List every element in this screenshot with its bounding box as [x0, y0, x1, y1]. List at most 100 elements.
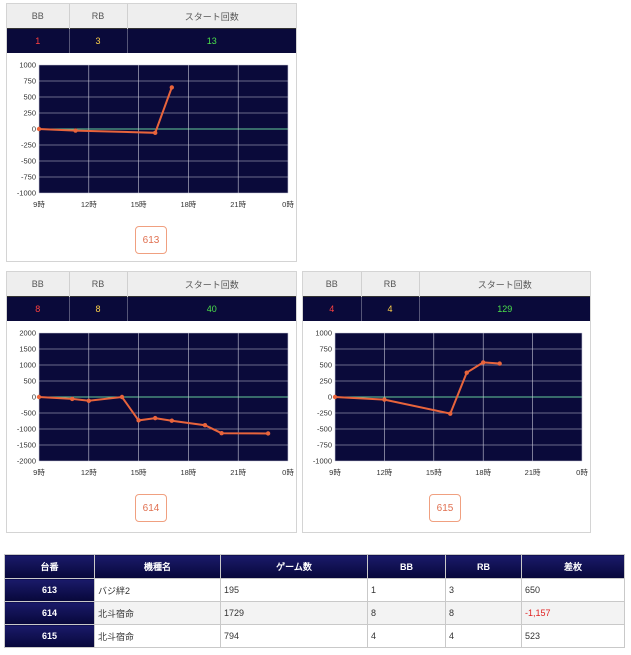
game-count-header: ゲーム数: [220, 554, 368, 579]
unit-panel-613: BB RB スタート回数 1 3 13 1000 750 500 250 0 -250 -5…: [6, 3, 297, 262]
unit-number[interactable]: 613: [4, 578, 95, 602]
data-point: [265, 431, 271, 436]
bb-header: BB: [7, 4, 70, 29]
x-tick-label: 15時: [426, 468, 442, 477]
data-point: [481, 360, 486, 365]
data-point: [36, 394, 42, 400]
difference: 650: [521, 578, 625, 602]
y-tick-label: 1000: [19, 361, 36, 370]
rb-header: RB: [445, 554, 522, 579]
data-point: [153, 415, 158, 421]
game-count: 195: [220, 578, 368, 602]
y-tick-label: -500: [317, 425, 332, 434]
bb-header: BB: [303, 272, 362, 297]
machine-name-header: 機種名: [94, 554, 221, 579]
start-count-header: スタート回数: [127, 272, 296, 297]
rb-header: RB: [361, 272, 420, 297]
y-tick-label: 1000: [19, 61, 36, 70]
x-tick-label: 12時: [376, 468, 392, 477]
series-line: [38, 395, 269, 435]
summary-header-row: 台番 機種名 ゲーム数 BB RB 差枚: [4, 554, 625, 579]
series-line: [38, 87, 173, 134]
y-tick-label: -1500: [17, 441, 36, 450]
start-count-value: 40: [127, 296, 296, 321]
y-tick-label: 1500: [19, 345, 36, 354]
start-count-header: スタート回数: [127, 4, 296, 29]
machine-name: 北斗宿命: [94, 624, 221, 648]
series-line: [334, 361, 500, 415]
rb-header: RB: [69, 4, 128, 29]
data-point: [70, 396, 75, 402]
y-tick-label: 250: [319, 377, 332, 386]
y-tick-label: 750: [319, 345, 332, 354]
y-tick-label: -2000: [17, 457, 36, 466]
data-point: [136, 418, 141, 423]
x-tick-label: 15時: [131, 468, 147, 477]
unit-613-button[interactable]: 613: [135, 226, 167, 254]
data-point: [119, 394, 125, 400]
y-tick-label: -250: [21, 141, 36, 150]
table-row[interactable]: 613 バジ絆2 195 1 3 650: [4, 578, 625, 602]
rb-value: 8: [69, 296, 128, 321]
difference: 523: [521, 624, 625, 648]
y-tick-label: -1000: [17, 425, 36, 434]
rb-count: 3: [445, 578, 522, 602]
unit-number[interactable]: 615: [4, 624, 95, 648]
bb-header: BB: [367, 554, 446, 579]
machine-name: 北斗宿命: [94, 601, 221, 625]
bb-count: 4: [367, 624, 446, 648]
x-tick-label: 0時: [282, 200, 294, 209]
unit-panel-614: BB RB スタート回数 8 8 40 2000 1500 1000 500 0 -500…: [6, 271, 297, 533]
data-point: [169, 418, 174, 423]
x-tick-label: 15時: [131, 200, 147, 209]
unit-614-button[interactable]: 614: [135, 494, 167, 522]
data-point: [332, 394, 338, 400]
y-tick-label: 500: [23, 377, 36, 386]
x-tick-label: 18時: [180, 468, 196, 477]
bb-value: 1: [7, 28, 70, 53]
slump-chart-614: 2000 1500 1000 500 0 -500 -1000 -1500 -2000 9時 12時…: [17, 329, 295, 478]
summary-table: 台番 機種名 ゲーム数 BB RB 差枚 613 バジ絆2 195 1 3 65…: [4, 554, 625, 648]
data-point: [202, 422, 208, 428]
data-point: [219, 430, 224, 436]
data-point: [73, 128, 78, 133]
data-point: [86, 398, 92, 404]
x-tick-label: 18時: [475, 468, 491, 477]
x-tick-label: 21時: [230, 200, 246, 209]
machine-name: バジ絆2: [94, 578, 221, 602]
data-point: [497, 361, 502, 366]
x-tick-label: 0時: [282, 468, 294, 477]
game-count: 794: [220, 624, 368, 648]
x-tick-label: 12時: [81, 468, 97, 477]
stats-table: BB RB スタート回数 8 8 40: [7, 272, 296, 321]
start-count-value: 13: [127, 28, 296, 53]
table-row[interactable]: 615 北斗宿命 794 4 4 523: [4, 624, 625, 648]
y-tick-label: -500: [21, 157, 36, 166]
rb-count: 4: [445, 624, 522, 648]
bb-count: 8: [367, 601, 446, 625]
table-row[interactable]: 614 北斗宿命 1729 8 8 -1,157: [4, 601, 625, 625]
unit-number-header: 台番: [4, 554, 95, 579]
rb-value: 3: [69, 28, 128, 53]
start-count-header: スタート回数: [419, 272, 590, 297]
y-tick-label: 250: [23, 109, 36, 118]
x-tick-label: 9時: [329, 468, 341, 477]
x-tick-label: 9時: [33, 468, 45, 477]
start-count-value: 129: [419, 296, 590, 321]
bb-count: 1: [367, 578, 446, 602]
y-tick-label: -750: [317, 441, 332, 450]
x-tick-label: 18時: [180, 200, 196, 209]
stats-table: BB RB スタート回数 4 4 129: [303, 272, 590, 321]
y-tick-label: -500: [21, 409, 36, 418]
y-tick-label: 2000: [19, 329, 36, 338]
unit-number[interactable]: 614: [4, 601, 95, 625]
y-tick-label: 500: [23, 93, 36, 102]
difference: -1,157: [521, 601, 625, 625]
bb-header: BB: [7, 272, 70, 297]
y-tick-label: 0: [32, 125, 36, 134]
data-point: [169, 85, 174, 90]
slump-chart-613: 1000 750 500 250 0 -250 -500 -750 -1000 9時 12時 15時 1…: [17, 61, 295, 210]
rb-header: RB: [69, 272, 128, 297]
unit-615-button[interactable]: 615: [429, 494, 461, 522]
x-tick-label: 9時: [33, 200, 45, 209]
